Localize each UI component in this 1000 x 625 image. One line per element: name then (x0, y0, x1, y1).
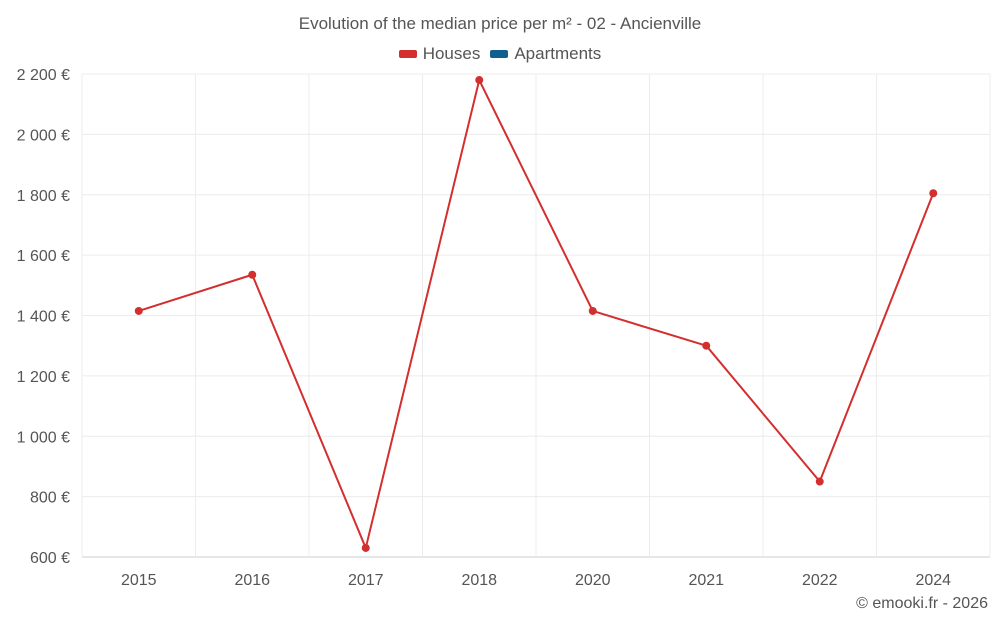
series-line-houses (138, 79, 935, 549)
y-tick-label: 800 € (30, 490, 70, 507)
legend: Houses Apartments (0, 44, 1000, 64)
x-tick-label: 2024 (915, 572, 951, 589)
x-tick-label: 2021 (688, 572, 724, 589)
y-tick-label: 1 000 € (17, 429, 70, 446)
credit-text: © emooki.fr - 2026 (856, 595, 988, 612)
data-point-houses (815, 477, 824, 486)
data-point-houses (134, 306, 143, 315)
legend-item-houses[interactable]: Houses (398, 44, 481, 64)
y-tick-label: 1 400 € (17, 309, 70, 326)
y-tick-label: 1 800 € (17, 188, 70, 205)
y-tick-label: 2 000 € (17, 127, 70, 144)
x-tick-label: 2016 (234, 572, 270, 589)
data-point-houses (248, 270, 257, 279)
data-point-houses (588, 306, 597, 315)
y-tick-label: 1 600 € (17, 248, 70, 265)
y-tick-label: 600 € (30, 550, 70, 567)
x-tick-label: 2020 (575, 572, 611, 589)
legend-label-houses: Houses (422, 44, 481, 63)
x-tick-label: 2022 (802, 572, 838, 589)
data-point-houses (929, 189, 938, 198)
data-point-houses (702, 341, 711, 350)
y-tick-label: 1 200 € (17, 369, 70, 386)
x-tick-label: 2015 (121, 572, 157, 589)
data-point-houses (475, 76, 484, 85)
x-tick-label: 2018 (461, 572, 497, 589)
data-point-houses (361, 543, 370, 552)
legend-swatch-apartments (490, 50, 509, 58)
chart-title: Evolution of the median price per m² - 0… (298, 14, 702, 33)
x-tick-label: 2017 (348, 572, 384, 589)
legend-label-apartments: Apartments (514, 44, 602, 63)
legend-item-apartments[interactable]: Apartments (490, 44, 601, 64)
y-tick-label: 2 200 € (17, 67, 70, 84)
legend-swatch-houses (398, 50, 417, 58)
